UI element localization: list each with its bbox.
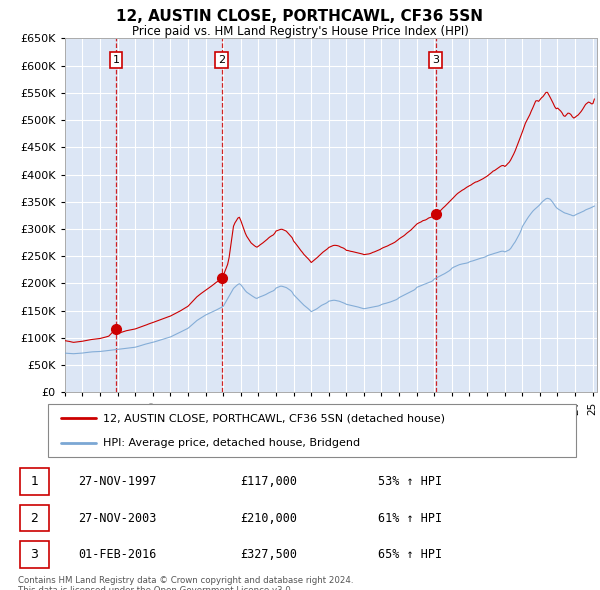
Text: £210,000: £210,000 bbox=[240, 512, 297, 525]
Text: Price paid vs. HM Land Registry's House Price Index (HPI): Price paid vs. HM Land Registry's House … bbox=[131, 25, 469, 38]
Text: 53% ↑ HPI: 53% ↑ HPI bbox=[378, 475, 442, 488]
FancyBboxPatch shape bbox=[20, 504, 49, 531]
Text: £327,500: £327,500 bbox=[240, 548, 297, 561]
Text: 3: 3 bbox=[31, 548, 38, 561]
Text: 12, AUSTIN CLOSE, PORTHCAWL, CF36 5SN (detached house): 12, AUSTIN CLOSE, PORTHCAWL, CF36 5SN (d… bbox=[103, 414, 445, 424]
Text: 12, AUSTIN CLOSE, PORTHCAWL, CF36 5SN: 12, AUSTIN CLOSE, PORTHCAWL, CF36 5SN bbox=[116, 9, 484, 24]
Text: £117,000: £117,000 bbox=[240, 475, 297, 488]
Text: 27-NOV-2003: 27-NOV-2003 bbox=[78, 512, 157, 525]
Text: 27-NOV-1997: 27-NOV-1997 bbox=[78, 475, 157, 488]
FancyBboxPatch shape bbox=[20, 468, 49, 494]
Text: 1: 1 bbox=[112, 55, 119, 65]
Text: 61% ↑ HPI: 61% ↑ HPI bbox=[378, 512, 442, 525]
Text: 3: 3 bbox=[432, 55, 439, 65]
Text: HPI: Average price, detached house, Bridgend: HPI: Average price, detached house, Brid… bbox=[103, 438, 361, 448]
Text: 2: 2 bbox=[31, 512, 38, 525]
Text: Contains HM Land Registry data © Crown copyright and database right 2024.
This d: Contains HM Land Registry data © Crown c… bbox=[18, 576, 353, 590]
Text: 65% ↑ HPI: 65% ↑ HPI bbox=[378, 548, 442, 561]
Text: 2: 2 bbox=[218, 55, 225, 65]
FancyBboxPatch shape bbox=[20, 542, 49, 568]
Text: 1: 1 bbox=[31, 475, 38, 488]
Text: 01-FEB-2016: 01-FEB-2016 bbox=[78, 548, 157, 561]
FancyBboxPatch shape bbox=[48, 404, 576, 457]
